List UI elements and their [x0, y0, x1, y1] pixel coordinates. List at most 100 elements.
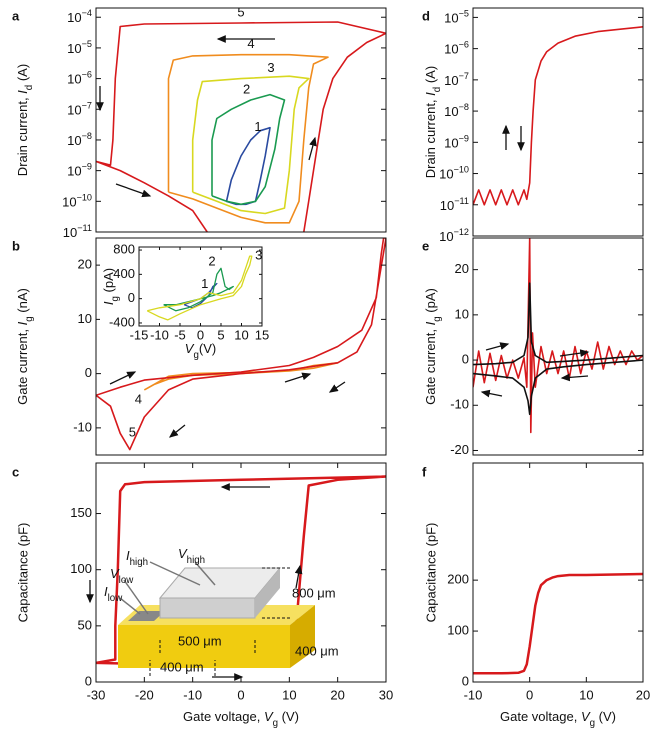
plot-frame: [95, 7, 387, 233]
label-part: g: [193, 350, 198, 361]
x-tick-label: -5: [174, 327, 186, 342]
arrow: [294, 564, 303, 589]
y-axis-label: Drain current, Id (A): [423, 66, 443, 178]
dimension-label: 800 μm: [292, 585, 336, 600]
y-tick-label: 50: [78, 617, 92, 632]
y-axis-label: Capacitance (pF): [15, 523, 30, 623]
label-part: I: [104, 584, 108, 599]
series-label: 2: [243, 81, 250, 96]
arrow: [284, 372, 312, 383]
label-part: high: [187, 555, 205, 566]
arrow: [115, 183, 152, 198]
x-tick-label: 0: [526, 687, 533, 702]
series-label: 4: [247, 36, 254, 51]
y-tick-label: 0: [128, 290, 135, 305]
y-tick-label: 0: [462, 673, 469, 688]
x-tick-label: 10: [282, 687, 296, 702]
tick-exponent: −6: [459, 40, 469, 50]
y-tick-label: 10−8: [444, 102, 469, 119]
y-tick-label: 150: [70, 505, 92, 520]
x-axis-label: Vg(V): [185, 341, 216, 361]
label-part: high: [130, 557, 148, 568]
label-part: (nA): [15, 288, 30, 316]
tick-exponent: −7: [459, 71, 469, 81]
y-tick-label: 400: [113, 266, 135, 281]
x-tick-label: 0: [237, 687, 244, 702]
y-tick-label: -10: [450, 397, 469, 412]
tick-base: 10: [440, 198, 454, 213]
y-tick-label: 10: [455, 306, 469, 321]
y-tick-label: -10: [73, 419, 92, 434]
label-part: (V): [595, 709, 616, 724]
label-part: Drain current,: [15, 94, 30, 176]
label-part: V: [264, 709, 274, 724]
tick-base: 10: [67, 41, 81, 56]
y-axis-label: Drain current, Id (A): [15, 64, 35, 176]
y-axis-label: Capacitance (pF): [423, 523, 438, 623]
series-line: [473, 26, 643, 206]
label-part: g: [590, 718, 595, 729]
label-part: I: [15, 90, 30, 94]
y-tick-label: 10−12: [439, 227, 469, 244]
y-tick-label: 0: [85, 673, 92, 688]
y-tick-label: 10: [78, 311, 92, 326]
substrate-front: [118, 625, 290, 668]
label-part: (pA): [101, 268, 116, 296]
label-part: V: [110, 566, 120, 581]
y-tick-label: 10−5: [67, 39, 92, 56]
arrow: [480, 389, 503, 398]
y-axis-label: Gate current, Ig (nA): [15, 288, 35, 405]
inset-background: [100, 241, 270, 361]
series-label: 5: [129, 424, 136, 439]
label-part: I: [423, 92, 438, 96]
label-part: I: [126, 548, 130, 563]
y-tick-label: 10−6: [444, 40, 469, 57]
label-part: I: [15, 321, 30, 325]
plot-frame: [472, 7, 644, 237]
label-part: Gate current,: [15, 325, 30, 404]
tick-base: 10: [67, 133, 81, 148]
tick-exponent: −7: [82, 101, 92, 111]
series-line: [143, 362, 339, 391]
x-tick-label: 15: [255, 327, 269, 342]
series-label: 3: [255, 248, 262, 263]
series-label: 1: [201, 276, 208, 291]
crystal-front: [159, 597, 256, 619]
tick-exponent: −8: [82, 131, 92, 141]
x-tick-label: -10: [464, 687, 483, 702]
tick-base: 10: [439, 229, 453, 244]
tick-exponent: −5: [459, 9, 469, 19]
substrate-side: [290, 605, 315, 668]
tick-base: 10: [67, 103, 81, 118]
arrow: [109, 371, 137, 385]
y-tick-label: 10−10: [439, 165, 469, 182]
panel-letter: e: [422, 238, 429, 253]
y-tick-label: 200: [447, 572, 469, 587]
series-label: 4: [135, 391, 142, 406]
x-tick-label: -10: [183, 687, 202, 702]
label-part: (V): [278, 709, 299, 724]
y-tick-label: 10−11: [63, 223, 92, 240]
x-tick-label: 10: [579, 687, 593, 702]
label-part: Gate voltage,: [500, 709, 581, 724]
label-part: V: [185, 341, 195, 356]
probe-label: Ihigh: [126, 548, 148, 568]
label-part: d: [432, 87, 443, 92]
tick-base: 10: [67, 11, 81, 26]
series-line: [96, 238, 386, 451]
arrow: [559, 349, 590, 357]
y-tick-label: 10−7: [444, 71, 469, 88]
tick-base: 10: [444, 105, 458, 120]
tick-base: 10: [444, 11, 458, 26]
label-part: g: [24, 316, 35, 321]
y-tick-label: 0: [462, 352, 469, 367]
y-tick-label: 100: [70, 561, 92, 576]
series-label: 5: [237, 4, 244, 19]
probe-label: Vhigh: [178, 546, 205, 566]
label-part: (V): [199, 341, 216, 356]
series-line: [146, 255, 253, 321]
label-part: I: [423, 321, 438, 325]
label-part: (pA): [423, 288, 438, 316]
sweep-arrows: [86, 35, 590, 681]
